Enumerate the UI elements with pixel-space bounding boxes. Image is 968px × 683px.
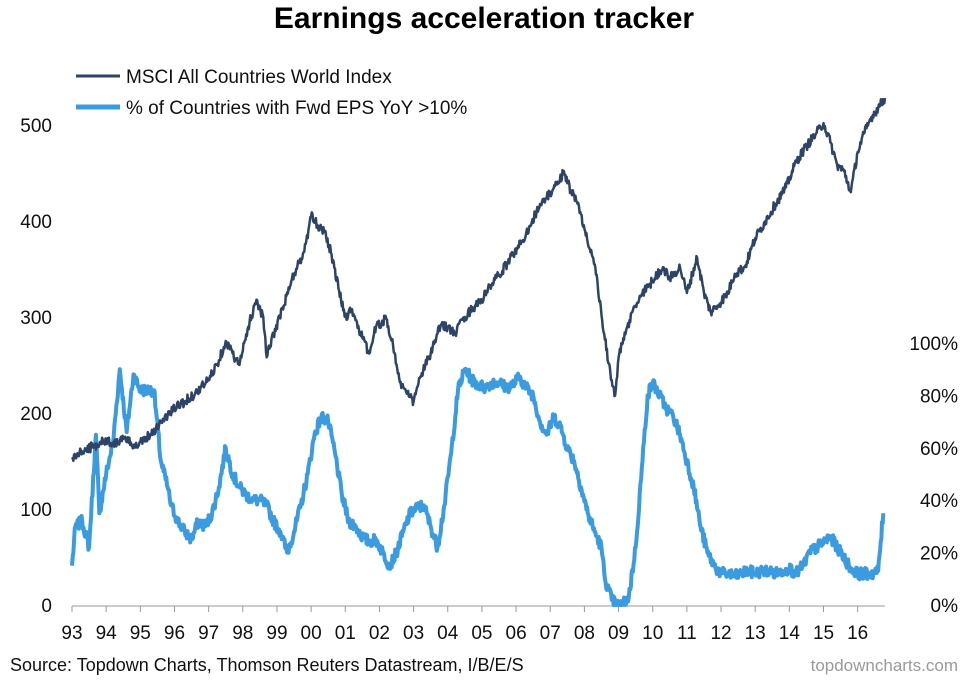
x-tick-label: 02	[369, 623, 390, 644]
x-tick-label: 04	[437, 623, 459, 644]
x-tick-label: 93	[61, 623, 82, 644]
legend-label-pct-countries: % of Countries with Fwd EPS YoY >10%	[126, 98, 467, 119]
x-tick-label: 06	[506, 623, 527, 644]
x-tick-label: 14	[779, 623, 801, 644]
y-right-tick-label: 40%	[920, 491, 958, 512]
series-line-pct-countries	[70, 366, 886, 607]
x-tick-label: 96	[164, 623, 185, 644]
x-tick-label: 13	[745, 623, 766, 644]
x-tick-label: 16	[847, 623, 868, 644]
x-tick-label: 94	[96, 623, 118, 644]
x-axis: 93 94 95 96 97 98 99 00 01 02 03 04 05 06 07 08 09 10 11 12…	[61, 606, 868, 644]
chart-title: Earnings acceleration tracker	[274, 2, 695, 35]
x-tick-label: 05	[471, 623, 492, 644]
legend-label-msci: MSCI All Countries World Index	[126, 67, 392, 88]
y-right-tick-label: 20%	[920, 544, 958, 565]
plot-area	[70, 97, 887, 607]
x-tick-label: 08	[574, 623, 595, 644]
x-tick-label: 11	[677, 623, 697, 644]
x-tick-label: 98	[232, 623, 253, 644]
x-tick-label: 99	[266, 623, 287, 644]
y-right-tick-label: 60%	[920, 439, 958, 460]
legend: MSCI All Countries World Index % of Coun…	[76, 67, 467, 119]
y-left-tick-label: 500	[20, 116, 52, 137]
y-axis-right: 0% 20% 40% 60% 80% 100%	[909, 334, 958, 617]
y-left-tick-label: 400	[20, 212, 52, 233]
x-tick-label: 01	[335, 623, 356, 644]
y-left-tick-label: 100	[20, 500, 52, 521]
source-note: Source: Topdown Charts, Thomson Reuters …	[10, 655, 524, 675]
x-tick-label: 15	[813, 623, 834, 644]
x-tick-label: 95	[130, 623, 151, 644]
series-line-msci	[71, 97, 887, 463]
x-tick-label: 97	[198, 623, 219, 644]
x-tick-label: 07	[540, 623, 561, 644]
x-tick-label: 03	[403, 623, 424, 644]
y-right-tick-label: 0%	[931, 596, 959, 617]
y-left-tick-label: 200	[20, 404, 52, 425]
y-right-tick-label: 100%	[909, 334, 958, 355]
y-left-tick-label: 0	[41, 596, 52, 617]
x-tick-label: 10	[642, 623, 663, 644]
y-left-tick-label: 300	[20, 308, 52, 329]
x-tick-label: 09	[608, 623, 629, 644]
x-tick-label: 12	[710, 623, 731, 644]
x-tick-label: 00	[301, 623, 322, 644]
y-axis-left: 0 100 200 300 400 500	[20, 116, 52, 617]
y-right-tick-label: 80%	[920, 386, 958, 407]
watermark: topdowncharts.com	[811, 656, 958, 675]
